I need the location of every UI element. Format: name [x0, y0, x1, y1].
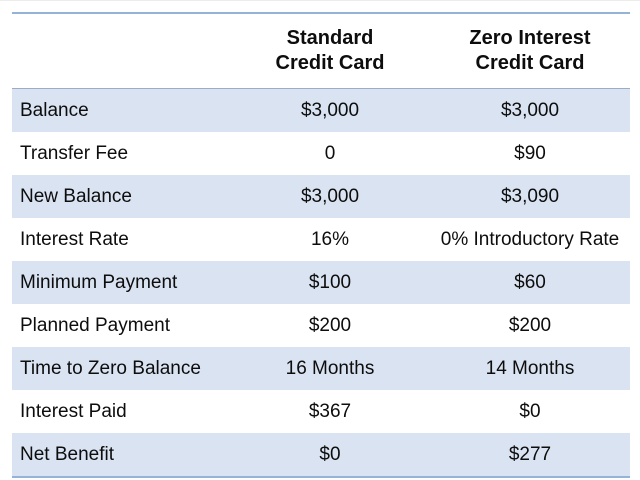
zero-interest-value: $3,090: [500, 185, 560, 207]
zero-interest-value: $90: [514, 142, 546, 164]
table-row-net-benefit: Net Benefit $0 $277: [12, 433, 630, 476]
zero-interest-value: $60: [514, 271, 546, 293]
table-row-interest-paid: Interest Paid $367 $0: [12, 390, 630, 433]
standard-value: $367: [308, 400, 352, 422]
table-row-interest-rate: Interest Rate 16% 0% Introductory Rate: [12, 218, 630, 261]
standard-value: $3,000: [300, 99, 360, 121]
column-header-standard: Standard Credit Card: [230, 26, 430, 76]
zero-interest-value: $200: [508, 314, 552, 336]
table-header-row: Standard Credit Card Zero Interest Credi…: [12, 14, 630, 89]
table-row-new-balance: New Balance $3,000 $3,090: [12, 175, 630, 218]
zero-interest-value: 0% Introductory Rate: [440, 228, 620, 250]
zero-interest-value: $0: [519, 400, 541, 422]
standard-value: 16%: [310, 228, 350, 250]
zero-interest-value: $3,000: [500, 99, 560, 121]
row-label: Interest Rate: [20, 228, 129, 250]
standard-value: $200: [308, 314, 352, 336]
row-label: Net Benefit: [20, 443, 114, 465]
row-label: Planned Payment: [20, 314, 170, 336]
row-label: New Balance: [20, 185, 132, 207]
header-zero-line1: Zero Interest: [469, 27, 591, 49]
table-row-balance: Balance $3,000 $3,000: [12, 89, 630, 132]
row-label: Interest Paid: [20, 400, 127, 422]
standard-value: $100: [308, 271, 352, 293]
table-row-minimum-payment: Minimum Payment $100 $60: [12, 261, 630, 304]
header-standard-line1: Standard: [286, 27, 374, 49]
header-zero-line2: Credit Card: [475, 52, 585, 74]
standard-value: 16 Months: [285, 357, 375, 379]
row-label: Minimum Payment: [20, 271, 178, 293]
standard-value: $0: [319, 443, 341, 465]
table-row-planned-payment: Planned Payment $200 $200: [12, 304, 630, 347]
standard-value: $3,000: [300, 185, 360, 207]
zero-interest-value: 14 Months: [485, 357, 575, 379]
table-row-transfer-fee: Transfer Fee 0 $90: [12, 132, 630, 175]
row-label: Transfer Fee: [20, 142, 129, 164]
table-row-time-to-zero-balance: Time to Zero Balance 16 Months 14 Months: [12, 347, 630, 390]
column-header-zero-interest: Zero Interest Credit Card: [430, 26, 630, 76]
standard-value: 0: [324, 142, 336, 164]
row-label: Time to Zero Balance: [20, 357, 201, 379]
credit-card-comparison-table: Standard Credit Card Zero Interest Credi…: [12, 12, 630, 478]
header-standard-line2: Credit Card: [275, 52, 385, 74]
row-label: Balance: [20, 99, 89, 121]
zero-interest-value: $277: [508, 443, 552, 465]
